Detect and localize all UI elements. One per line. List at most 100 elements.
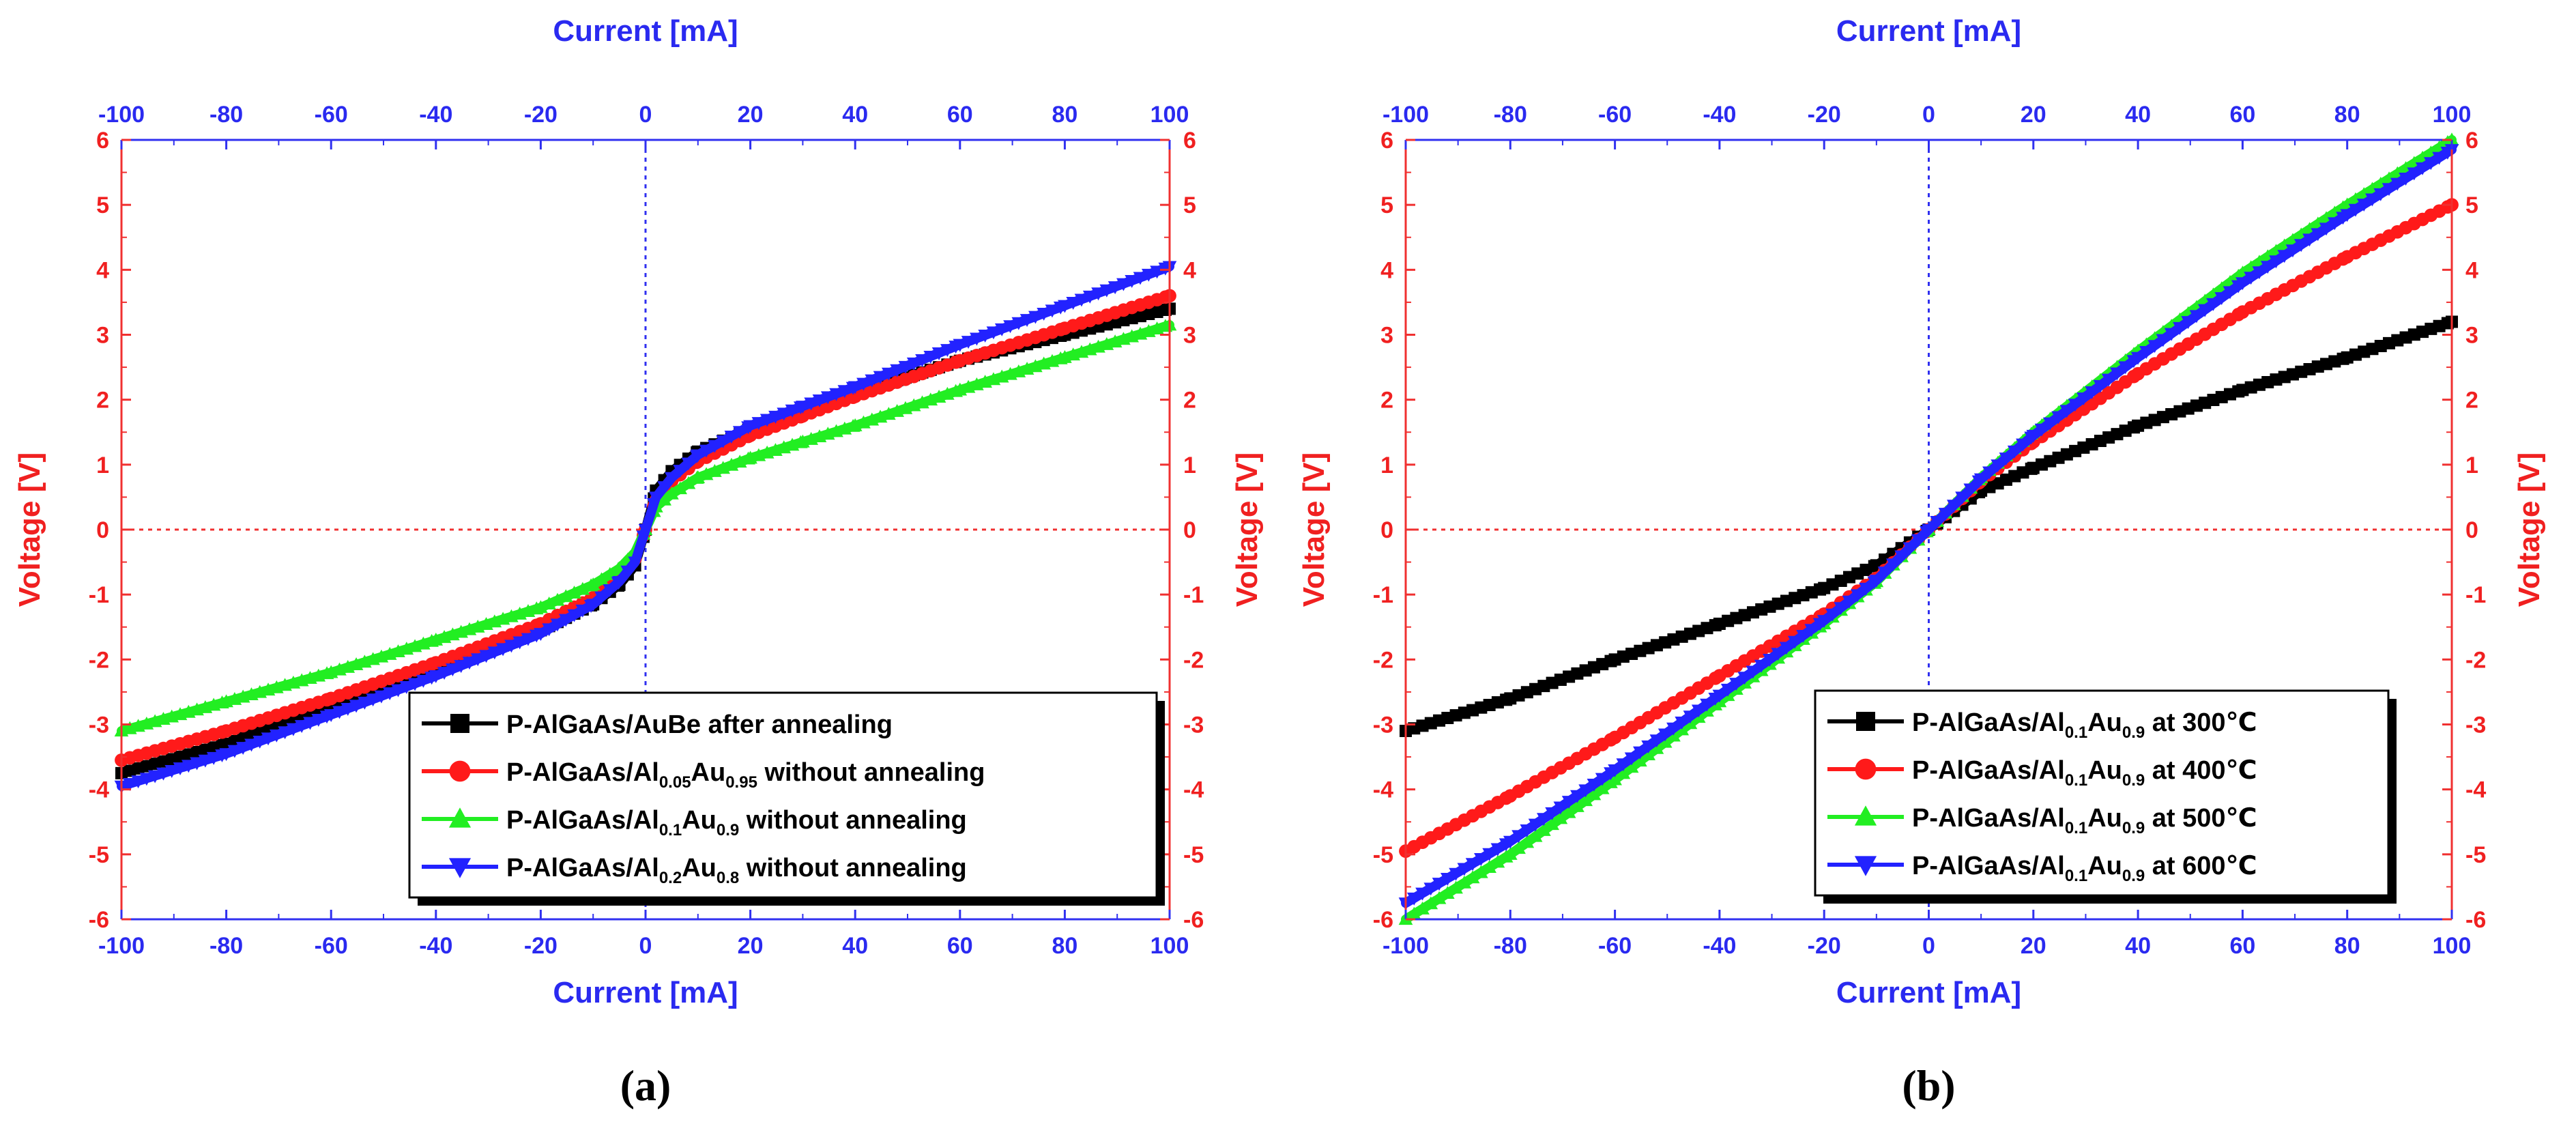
series-3-point (1796, 630, 1810, 643)
series-3-point (2423, 157, 2438, 171)
legend-text-part: P-AlGaAs/Al (1912, 852, 2065, 880)
series-3-point (374, 690, 389, 704)
legend-text-part: Au (2087, 756, 2122, 785)
x-tick-label-top: -80 (209, 102, 243, 128)
y-tick-label-left: 2 (1380, 388, 1393, 414)
series-2-point (1633, 753, 1647, 767)
series-3-point (1754, 659, 1769, 673)
series-3-point (1675, 716, 1690, 730)
series-3-point (1720, 683, 1735, 697)
series-3-point (1570, 790, 1584, 803)
series-3-point (139, 773, 154, 786)
series-3-point (206, 751, 221, 765)
legend-text-part: P-AlGaAs/Al (506, 758, 659, 787)
legend-entry-0: P-AlGaAs/AuBe after annealing (422, 710, 893, 739)
series-3-point (732, 426, 747, 440)
series-3-point (1666, 722, 1681, 736)
series-3-point (594, 591, 609, 605)
series-2-point (567, 586, 581, 599)
legend-box (408, 691, 1158, 899)
series-3-point (261, 732, 276, 746)
series-3-point (1108, 281, 1123, 295)
series-3-point (1817, 615, 1832, 629)
series-2-point (1490, 854, 1505, 868)
series-3-point (1520, 824, 1535, 837)
series-3-point (1771, 648, 1786, 661)
series-3-point (2382, 183, 2397, 197)
y-tick-label-left: -4 (1373, 777, 1393, 803)
series-3-point (1955, 491, 1969, 505)
series-3-point (2118, 361, 2133, 375)
series-3-point (1595, 773, 1610, 786)
series-3-point (332, 706, 347, 719)
legend-label: P-AlGaAs/AuBe after annealing (506, 710, 893, 739)
series-3-point (673, 465, 688, 478)
series-3-point (2042, 417, 2057, 431)
legend-subscript: 0.1 (659, 821, 682, 839)
series-3-point (708, 440, 722, 453)
x-tick-label-top: -60 (1598, 102, 1632, 128)
series-2-point (1570, 798, 1584, 812)
series-3-point (1091, 287, 1105, 301)
series-3-point (311, 713, 326, 727)
series-3-point (2432, 152, 2446, 165)
series-3-point (2156, 334, 2171, 347)
panel-label: (a) (620, 1061, 671, 1110)
series-3-point (1737, 672, 1752, 685)
series-3-point (768, 410, 783, 424)
series-3-point (2101, 373, 2116, 387)
x-tick-label-top: 40 (2125, 102, 2151, 128)
series-3-point (1869, 575, 1884, 588)
series-2-point (1641, 747, 1656, 760)
x-tick-label-top: 0 (1922, 102, 1935, 128)
legend-subscript: 0.9 (2122, 819, 2145, 837)
y-tick-label-left: 4 (96, 257, 109, 283)
y-tick-label-left: 6 (96, 128, 109, 154)
series-3-point (2026, 429, 2041, 443)
x-tick-label-top: 20 (738, 102, 764, 128)
series-3-point (2173, 321, 2187, 335)
x-axis-title-top: Current [mA] (553, 14, 738, 48)
legend-text-part: Au (682, 806, 717, 835)
series-2-point (534, 600, 548, 614)
series-2-point (1578, 793, 1593, 807)
legend-marker (1854, 805, 1877, 826)
y-tick-label-left: 3 (96, 323, 109, 349)
y-tick-label-right: 4 (1183, 257, 1196, 283)
y-tick-label-right: 0 (2465, 517, 2478, 543)
series-3-point (512, 636, 527, 650)
series-3-point (2206, 298, 2220, 311)
series-2-point (1528, 829, 1543, 842)
series-3-point (122, 778, 137, 791)
series-3-point (1141, 268, 1156, 282)
series-3-point (2235, 277, 2250, 291)
series-3-point (534, 628, 548, 642)
series-3-point (1922, 523, 1936, 537)
series-3-point (628, 556, 642, 570)
series-3-point (382, 687, 397, 701)
series-3-point (2034, 423, 2049, 437)
series-3-point (2181, 316, 2196, 330)
series-3-point (1099, 284, 1114, 298)
series-3-point (1503, 835, 1518, 849)
series-2-point (550, 592, 565, 606)
series-3-point (2348, 203, 2363, 217)
x-tick-label-top: 80 (1052, 102, 1077, 128)
legend-subscript: 0.2 (659, 869, 682, 887)
series-3-point (1066, 297, 1081, 310)
series-2-point (1503, 847, 1518, 860)
series-3-point (567, 609, 581, 622)
x-axis-title-bottom: Current [mA] (1836, 976, 2021, 1009)
series-3-point (358, 696, 372, 710)
y-tick-label-right: 5 (2465, 192, 2478, 218)
x-axis-title-bottom: Current [mA] (553, 976, 738, 1009)
y-tick-label-left: 1 (96, 452, 109, 478)
series-2-point (1537, 823, 1551, 836)
x-tick-label-top: -100 (98, 102, 145, 128)
legend-text-part: Au (2087, 852, 2122, 880)
series-3-point (1125, 275, 1140, 288)
y-tick-label-left: -3 (89, 713, 109, 738)
series-3-point (131, 775, 145, 789)
legend-subscript: 0.9 (2122, 723, 2145, 742)
series-3-point (603, 584, 618, 597)
